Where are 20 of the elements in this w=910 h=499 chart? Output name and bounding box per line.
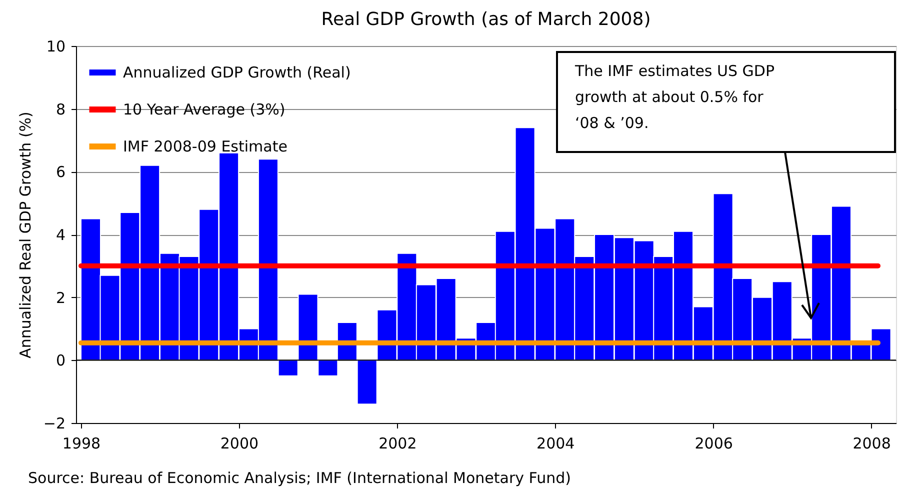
x-tick-label: 2004 (536, 434, 575, 452)
x-tick-label: 2002 (378, 434, 417, 452)
y-tick-label: −2 (43, 414, 66, 432)
x-tick-label: 2000 (220, 434, 259, 452)
x-tick-label: 2008 (852, 434, 891, 452)
y-tick-label: 0 (56, 352, 66, 370)
y-tick-label: 8 (56, 100, 66, 118)
y-tick-label: 4 (56, 226, 66, 244)
y-tick-label: 6 (56, 163, 66, 182)
y-tick-label: 10 (46, 38, 66, 56)
annotation: The IMF estimates US GDP growth at about 0.5% for ‘08 & ’09. (574, 62, 775, 132)
chart-title: Real GDP Growth (as of March 2008) (321, 9, 651, 30)
legend-label: 10 Year Average (3%) (123, 100, 286, 118)
x-tick-label: 1998 (62, 434, 101, 452)
source-note: Source: Bureau of Economic Analysis; IMF (International Monetary Fund) (28, 469, 571, 487)
legend-label: Annualized GDP Growth (Real) (123, 64, 351, 82)
legend-label: IMF 2008-09 Estimate (123, 138, 288, 156)
y-axis-title: Annualized Real GDP Growth (%) (16, 112, 34, 358)
x-tick-label: 2006 (694, 434, 733, 452)
y-tick-label: 2 (56, 288, 66, 307)
